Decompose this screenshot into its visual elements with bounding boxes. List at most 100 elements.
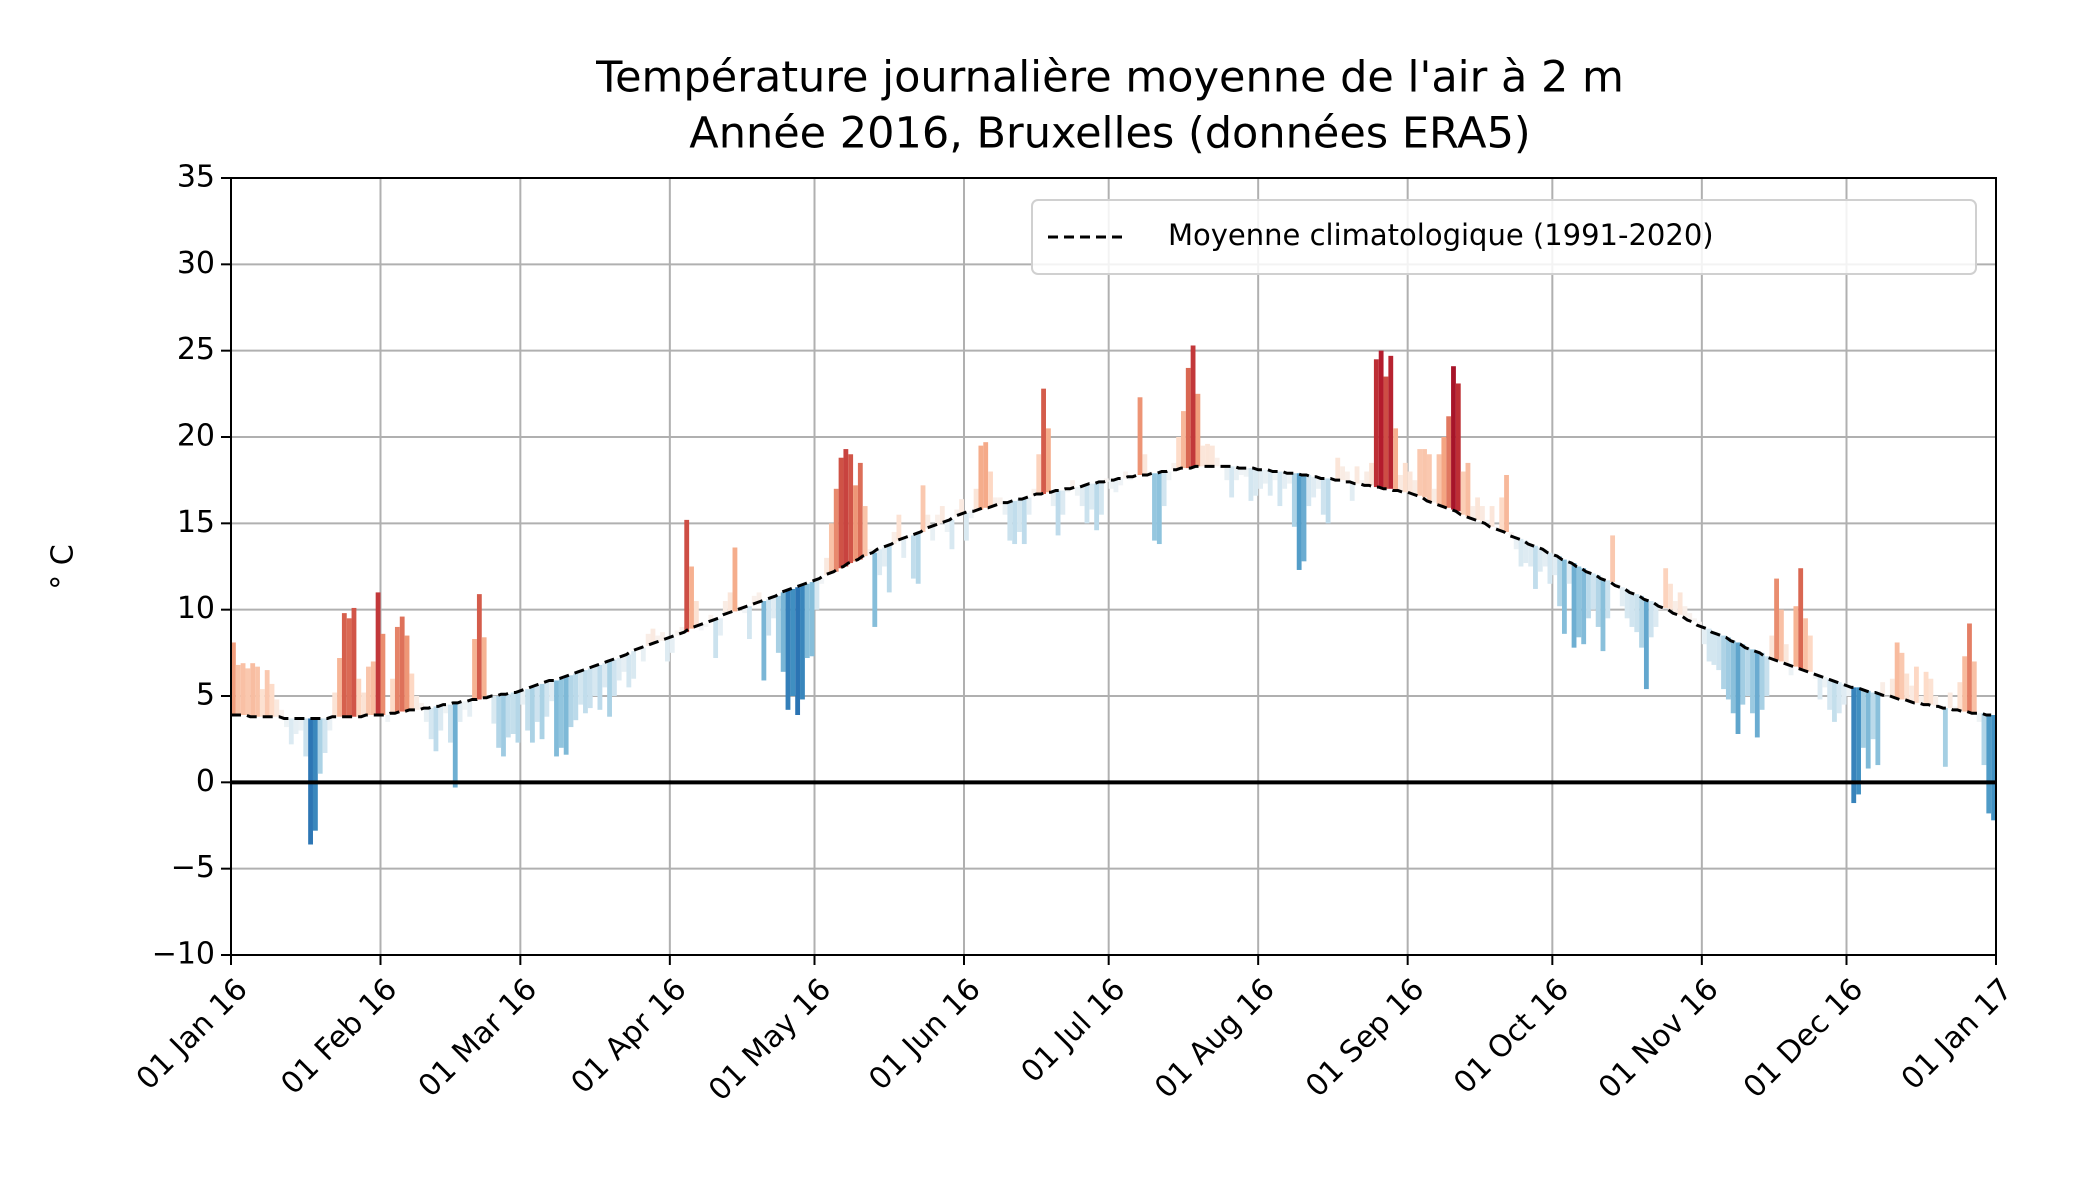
anomaly-bar bbox=[708, 614, 714, 622]
anomaly-bar bbox=[1388, 355, 1394, 489]
anomaly-bar bbox=[862, 506, 868, 557]
anomaly-bar bbox=[1687, 613, 1693, 621]
anomaly-bar bbox=[1335, 457, 1341, 481]
anomaly-bar bbox=[665, 639, 670, 662]
anomaly-bar bbox=[1663, 568, 1669, 608]
anomaly-bar bbox=[775, 595, 781, 653]
anomaly-bar bbox=[370, 661, 376, 715]
anomaly-bar bbox=[1060, 490, 1066, 515]
climatology-line bbox=[231, 464, 1992, 720]
anomaly-bar bbox=[1393, 428, 1399, 491]
anomaly-bar bbox=[867, 549, 873, 555]
anomaly-bar bbox=[438, 706, 444, 731]
anomaly-bar bbox=[1480, 506, 1485, 522]
anomaly-bar bbox=[1697, 621, 1702, 626]
anomaly-bar bbox=[505, 694, 511, 738]
anomaly-bar bbox=[385, 714, 391, 722]
anomaly-bar bbox=[669, 637, 675, 653]
anomaly-bar bbox=[481, 637, 487, 698]
anomaly-bar bbox=[1552, 554, 1558, 576]
anomaly-bar bbox=[1947, 692, 1953, 709]
anomaly-bar bbox=[1547, 552, 1553, 584]
y-axis-label: ° C bbox=[46, 544, 81, 589]
anomaly-bar bbox=[341, 613, 347, 717]
anomaly-bar bbox=[583, 670, 588, 714]
anomaly-bar bbox=[1846, 685, 1852, 696]
anomaly-bar bbox=[1981, 713, 1987, 766]
anomaly-bar bbox=[274, 699, 280, 717]
anomaly-bar bbox=[1344, 471, 1350, 482]
anomaly-bar bbox=[515, 692, 521, 743]
anomaly-bar bbox=[1012, 500, 1018, 545]
anomaly-bar bbox=[1325, 478, 1331, 524]
anomaly-bar bbox=[1528, 544, 1534, 567]
anomaly-bar bbox=[476, 594, 482, 700]
anomaly-bar bbox=[255, 666, 260, 717]
anomaly-bar bbox=[1971, 661, 1977, 714]
anomaly-bar bbox=[332, 692, 338, 717]
anomaly-bar bbox=[761, 601, 767, 681]
anomaly-bar bbox=[592, 666, 598, 696]
anomaly-bar bbox=[1205, 443, 1210, 467]
anomaly-bar bbox=[848, 454, 854, 564]
anomaly-bar bbox=[1113, 480, 1119, 493]
anomaly-bar bbox=[457, 702, 463, 722]
anomaly-bar bbox=[1928, 678, 1934, 705]
anomaly-bar bbox=[640, 647, 646, 662]
anomaly-bar bbox=[1296, 473, 1302, 570]
anomaly-bar bbox=[1610, 535, 1616, 583]
anomaly-bar bbox=[1176, 437, 1182, 470]
anomaly-bar bbox=[1957, 682, 1963, 710]
anomaly-bar bbox=[1860, 689, 1866, 748]
anomaly-bar bbox=[231, 642, 236, 715]
anomaly-bar bbox=[1836, 682, 1842, 714]
anomaly-bar bbox=[1750, 649, 1755, 714]
anomaly-bar bbox=[838, 457, 844, 569]
anomaly-bar bbox=[525, 689, 530, 731]
anomaly-bar bbox=[1677, 592, 1683, 615]
anomaly-bar bbox=[1793, 606, 1799, 667]
anomaly-bar bbox=[751, 595, 757, 605]
chart-title: Température journalière moyenne de l'air… bbox=[595, 53, 1624, 103]
anomaly-bar bbox=[602, 663, 608, 688]
anomaly-bar bbox=[1369, 462, 1374, 486]
anomaly-bar bbox=[645, 633, 651, 646]
anomaly-bar bbox=[404, 635, 410, 712]
anomaly-bar bbox=[1436, 454, 1442, 505]
anomaly-bar bbox=[785, 590, 791, 710]
anomaly-bar bbox=[337, 658, 342, 717]
anomaly-bar bbox=[771, 597, 776, 619]
anomaly-bar bbox=[399, 616, 405, 712]
anomaly-bar bbox=[293, 718, 299, 734]
anomaly-bar bbox=[1079, 487, 1085, 507]
anomaly-bar bbox=[259, 689, 265, 717]
anomaly-bar bbox=[366, 666, 371, 715]
y-tick-label: 5 bbox=[196, 678, 215, 713]
anomaly-bar bbox=[679, 626, 685, 634]
anomaly-bar bbox=[877, 549, 883, 576]
anomaly-bar bbox=[790, 588, 796, 696]
anomaly-bar bbox=[443, 704, 449, 714]
anomaly-bar bbox=[1581, 568, 1587, 645]
anomaly-bar bbox=[910, 535, 916, 579]
anomaly-bar bbox=[1161, 471, 1167, 507]
anomaly-bar bbox=[235, 664, 241, 715]
anomaly-bar bbox=[1021, 499, 1027, 545]
anomaly-bar bbox=[954, 509, 960, 517]
anomaly-bar bbox=[1316, 476, 1321, 489]
anomaly-bar bbox=[284, 718, 289, 728]
anomaly-bar bbox=[684, 519, 690, 633]
anomaly-bar bbox=[1320, 478, 1326, 515]
anomaly-bar bbox=[467, 701, 473, 717]
anomaly-bar bbox=[1465, 462, 1471, 517]
anomaly-bar bbox=[1340, 466, 1345, 481]
anomaly-bar bbox=[1542, 549, 1548, 567]
anomaly-bar bbox=[935, 514, 940, 526]
anomaly-bar bbox=[1055, 490, 1061, 536]
anomaly-bar bbox=[1277, 471, 1283, 507]
anomaly-bar bbox=[1455, 383, 1461, 512]
anomaly-bar bbox=[1137, 397, 1143, 475]
anomaly-bar bbox=[1422, 449, 1427, 498]
anomaly-bar bbox=[1571, 563, 1577, 648]
